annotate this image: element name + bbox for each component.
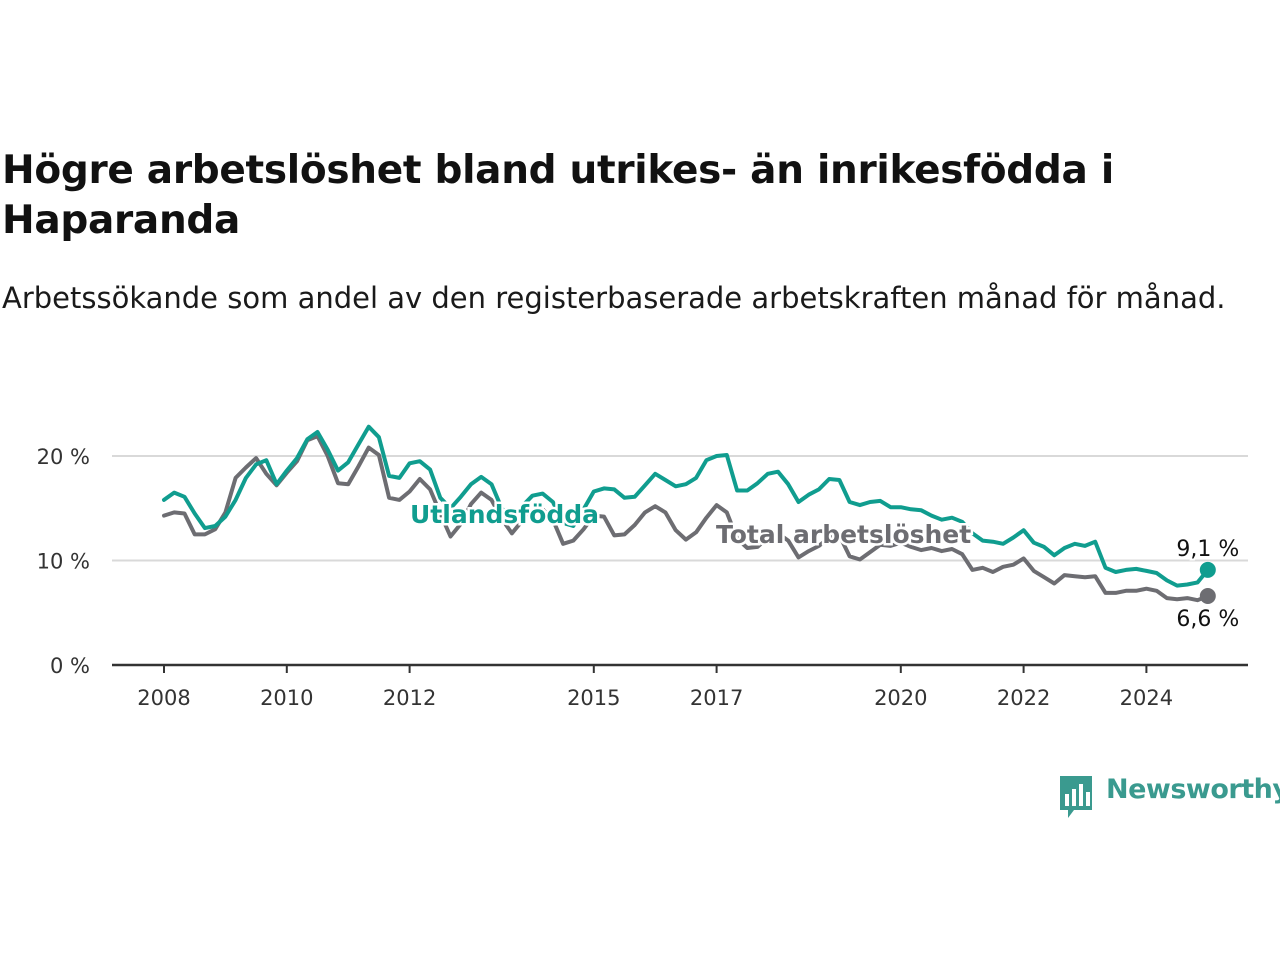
x-axis: 2008 2010 2012 2015 2017 2020 2022 2024 — [112, 663, 1248, 710]
series-name-label: Total arbetslöshet — [716, 520, 971, 549]
newsworthy-logo: Newsworthy — [1058, 772, 1280, 820]
y-tick-label: 0 % — [50, 654, 90, 678]
x-tick-label: 2020 — [874, 686, 927, 710]
y-axis-ticks: 0 % 10 % 20 % — [37, 445, 90, 678]
end-value-label-utlandsfodda: 9,1 % — [1176, 537, 1239, 562]
x-tick-label: 2010 — [260, 686, 313, 710]
series-line — [162, 434, 1210, 603]
x-tick-label: 2024 — [1120, 686, 1173, 710]
x-tick-label: 2012 — [383, 686, 436, 710]
series-labels: Utlandsfödda Total arbetslöshet 9,1 % 6,6 % — [408, 498, 1242, 635]
newsworthy-logo-icon — [1060, 776, 1092, 818]
newsworthy-logo-text: Newsworthy — [1106, 774, 1280, 805]
series-lines — [162, 424, 1216, 605]
x-tick-label: 2022 — [997, 686, 1050, 710]
x-tick-label: 2015 — [567, 686, 620, 710]
chart-subtitle: Arbetssökande som andel av den registerb… — [2, 281, 1226, 315]
series-end-marker — [1199, 588, 1216, 605]
series-end-marker — [1199, 561, 1216, 578]
line-chart: 0 % 10 % 20 % 2008 2010 2012 2015 2017 2020 2022… — [37, 424, 1248, 710]
end-value-label-total: 6,6 % — [1176, 607, 1239, 632]
series-line — [162, 424, 1210, 588]
series-name-label: Utlandsfödda — [410, 500, 599, 529]
y-tick-label: 20 % — [37, 445, 90, 469]
chart-title: Högre arbetslöshet bland utrikes- än inr… — [2, 148, 1114, 243]
y-tick-label: 10 % — [37, 550, 90, 574]
x-tick-label: 2017 — [690, 686, 743, 710]
x-tick-label: 2008 — [137, 686, 190, 710]
